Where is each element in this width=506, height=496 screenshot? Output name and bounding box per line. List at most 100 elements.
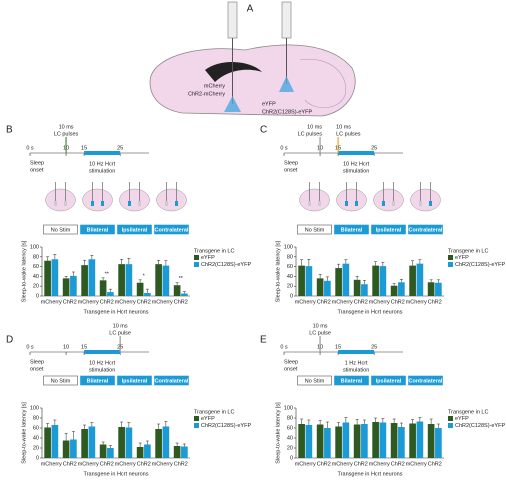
- brain-icon: [410, 188, 441, 212]
- x-axis-title: Transgene in Hcrt neurons: [338, 309, 403, 315]
- bar: [361, 284, 368, 296]
- x-tick-label: ChR2: [317, 461, 331, 467]
- hcrt-site: [345, 201, 348, 206]
- bar: [324, 428, 331, 458]
- implant: [281, 1, 292, 39]
- panel-label: C: [260, 125, 267, 136]
- y-tick-label: 80: [33, 254, 39, 260]
- x-tick-label: mCherry: [332, 461, 353, 467]
- x-tick-label: ChR2: [174, 461, 188, 467]
- legend-swatch: [194, 262, 199, 267]
- x-tick-label: mCherry: [369, 461, 390, 467]
- hcrt-site: [392, 201, 395, 206]
- group-box: [371, 375, 406, 386]
- x-tick-label: ChR2: [317, 299, 331, 305]
- x-tick-label: ChR2: [174, 299, 188, 305]
- legend-label: ChR2(C128S)-eYFP: [201, 423, 251, 429]
- y-axis-title: Sleep-to-wake latency [s]: [21, 402, 27, 464]
- group-label: No Stim: [51, 227, 71, 233]
- brain-icon: [119, 188, 150, 212]
- group-box: [154, 224, 189, 235]
- group-box: [297, 224, 332, 235]
- brain-icon: [336, 188, 367, 212]
- light-cone: [224, 96, 241, 112]
- bar: [81, 265, 88, 296]
- bar: [361, 424, 368, 458]
- timeline-tick-label: 15: [81, 344, 87, 350]
- group-box: [334, 224, 369, 235]
- group-box: [334, 375, 369, 386]
- stimulation-bar: [84, 350, 121, 354]
- onset-label: Sleep: [30, 359, 44, 365]
- group-label: Ipsilateral: [376, 227, 402, 233]
- bar: [162, 426, 170, 458]
- group-label: Ipsilateral: [122, 227, 148, 233]
- hcrt-site: [138, 201, 141, 206]
- x-tick-label: ChR2: [391, 461, 405, 467]
- hcrt-site: [429, 201, 432, 206]
- pulse-label: 10 ms: [336, 124, 351, 130]
- stimulation-label: 10 Hz Hcrt: [89, 360, 115, 366]
- light-cone: [279, 76, 294, 92]
- y-tick-label: 100: [284, 405, 293, 411]
- group-box: [43, 224, 78, 235]
- group-label: No Stim: [305, 378, 325, 384]
- panel-label: A: [247, 4, 254, 15]
- bar: [173, 446, 181, 458]
- bar: [88, 426, 96, 458]
- legend-title: Transgene in LC: [194, 248, 234, 254]
- group-label: Contralateral: [409, 227, 443, 233]
- hcrt-site: [128, 201, 131, 206]
- bar: [298, 265, 305, 296]
- x-tick-label: ChR2: [137, 461, 151, 467]
- group-box: [408, 224, 443, 235]
- bar: [155, 429, 162, 458]
- stimulation-bar: [338, 151, 375, 155]
- group-label: No Stim: [305, 227, 325, 233]
- legend-label: eYFP: [455, 416, 469, 422]
- bar: [81, 429, 88, 458]
- y-tick-label: 0: [36, 455, 39, 461]
- legend-swatch: [194, 255, 199, 260]
- hcrt-site: [382, 201, 385, 206]
- bar: [324, 280, 331, 296]
- pulse-label: LC pulse: [309, 330, 331, 336]
- panel-label: E: [260, 335, 267, 346]
- y-tick-label: 0: [290, 293, 293, 299]
- brain-outline: [149, 44, 356, 117]
- legend-title: Transgene in LC: [448, 248, 488, 254]
- stimulation-label: stimulation: [89, 367, 115, 373]
- bar: [435, 428, 442, 458]
- bar: [335, 268, 342, 296]
- x-tick-label: mCherry: [295, 299, 316, 305]
- bar: [44, 427, 51, 458]
- bar: [372, 422, 379, 458]
- stimulation-label: stimulation: [89, 168, 115, 174]
- bar: [316, 424, 324, 458]
- y-tick-label: 40: [287, 274, 293, 280]
- y-tick-label: 20: [287, 284, 293, 290]
- bar: [70, 275, 77, 296]
- pulse-label: LC pulses: [298, 131, 323, 137]
- timeline-tick-label: 25: [371, 344, 377, 350]
- bar: [136, 282, 144, 296]
- bar: [372, 265, 379, 296]
- x-tick-label: mCherry: [332, 299, 353, 305]
- brain-icon: [82, 188, 113, 212]
- legend-label: eYFP: [201, 416, 215, 422]
- stimulation-label: stimulation: [343, 168, 369, 174]
- group-label: Bilateral: [341, 227, 363, 233]
- x-tick-label: ChR2: [100, 299, 114, 305]
- x-tick-label: mCherry: [152, 461, 173, 467]
- hcrt-site: [355, 201, 358, 206]
- pulse-label: 10 ms: [113, 323, 128, 329]
- bar: [342, 422, 350, 458]
- x-axis-title: Transgene in Hcrt neurons: [84, 309, 149, 315]
- onset-label: onset: [284, 366, 298, 372]
- x-tick-label: ChR2: [428, 461, 442, 467]
- group-box: [408, 375, 443, 386]
- brain-icon: [299, 188, 330, 212]
- legend-label: eYFP: [201, 255, 215, 261]
- x-tick-label: mCherry: [369, 299, 390, 305]
- bar: [353, 279, 361, 296]
